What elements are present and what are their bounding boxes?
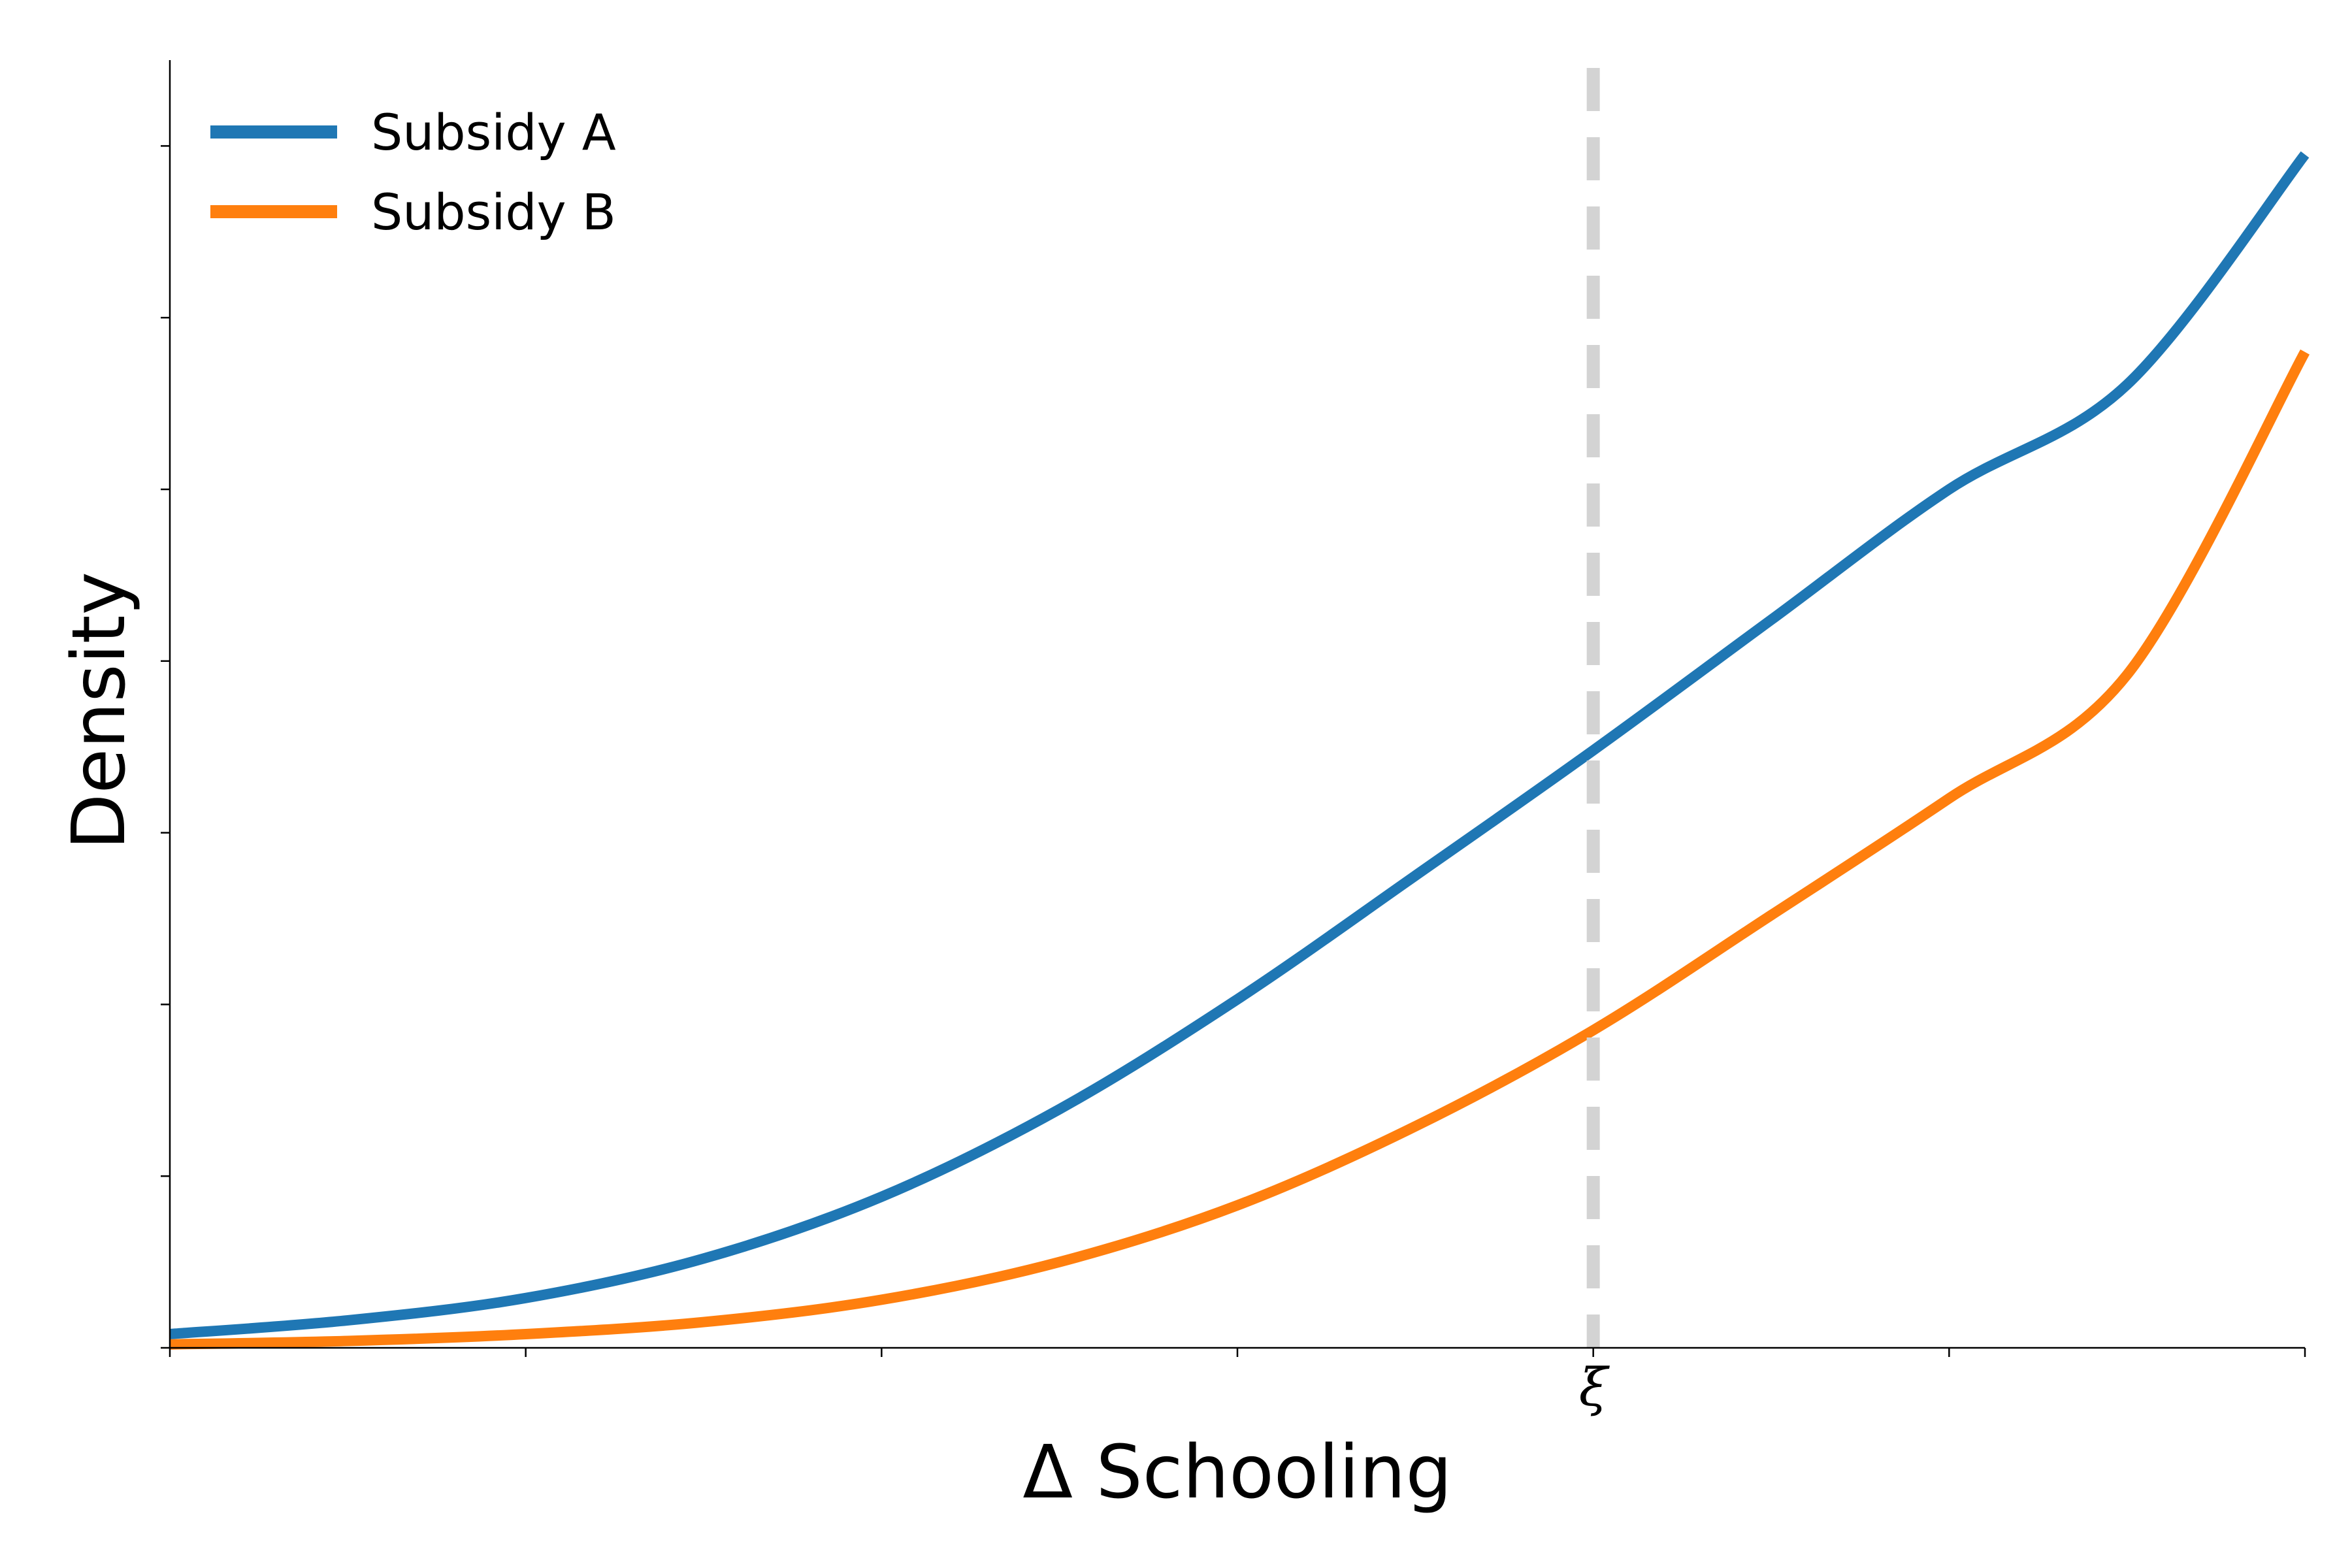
axis-ticks: ξ [161,145,2306,1418]
series-line-subsidy-a [169,151,2310,1339]
x-axis-label: Δ Schooling [1022,1430,1452,1515]
legend-label-subsidy-a: Subsidy A [371,103,616,161]
plot-area [169,68,2310,1350]
x-tick-label-xi: ξ [1579,1357,1610,1418]
legend-label-subsidy-b: Subsidy B [371,183,616,241]
series-line-subsidy-b [169,349,2310,1350]
legend: Subsidy A Subsidy B [210,103,616,241]
y-axis-label: Density [57,572,142,850]
